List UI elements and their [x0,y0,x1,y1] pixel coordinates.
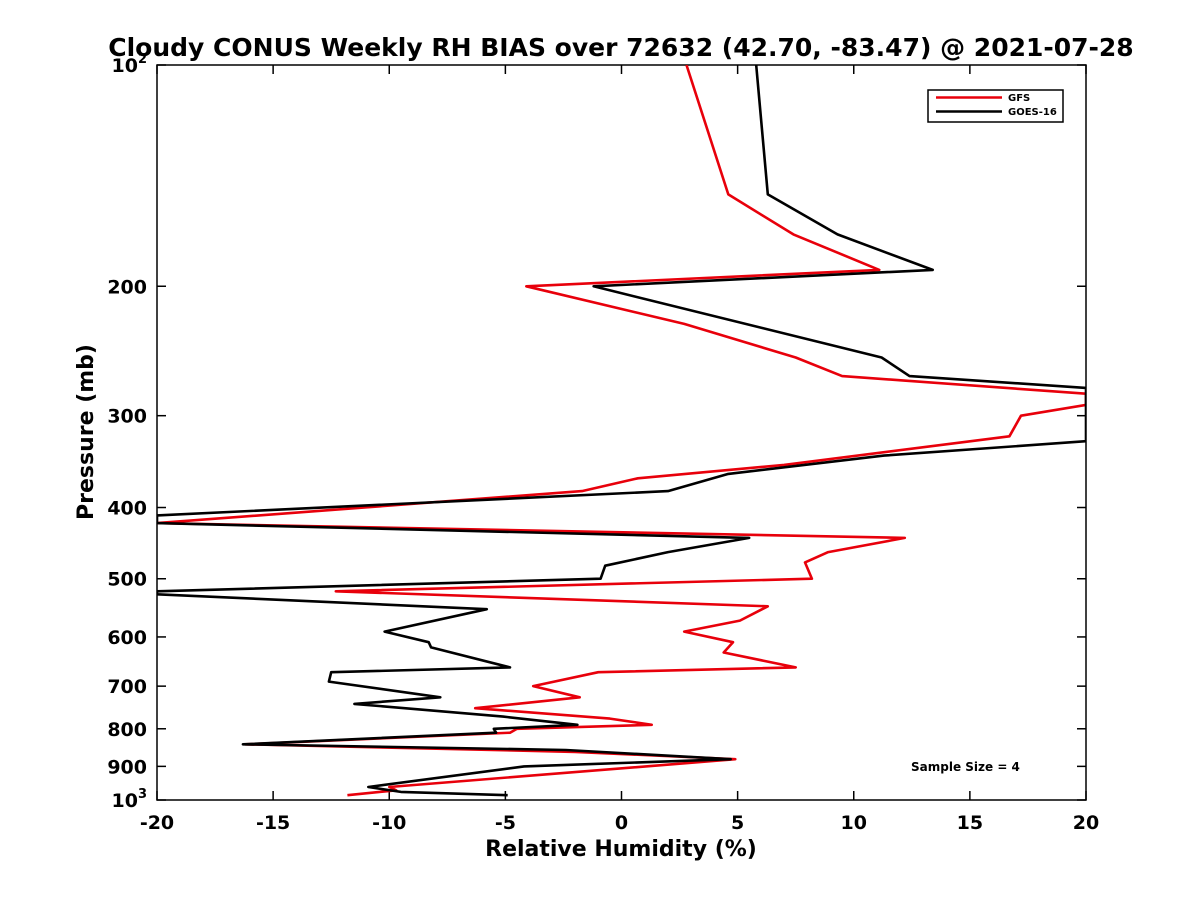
x-tick-label: 5 [731,812,744,834]
series-line-goes16 [157,65,1086,797]
y-tick-label: 102 [112,52,148,77]
y-tick-label: 500 [107,569,147,591]
x-tick-label: -15 [256,812,290,834]
x-tick-label: 0 [615,812,628,834]
x-axis-label: Relative Humidity (%) [485,837,757,862]
y-tick-label: 400 [107,498,147,520]
y-tick-label: 600 [107,627,147,649]
series-line-gfs [157,65,1086,797]
x-tick-label: -5 [495,812,516,834]
legend-box [927,89,1064,123]
legend: GFS GOES-16 [927,89,1064,123]
y-axis: 102 200 300 400 500 600 700 800 900 103 [107,52,1086,812]
y-tick-label: 300 [107,406,147,428]
x-tick-label: 15 [957,812,983,834]
chart-title: Cloudy CONUS Weekly RH BIAS over 72632 (… [108,33,1133,62]
x-tick-label: 20 [1073,812,1099,834]
y-tick-label: 200 [107,276,147,298]
series-layer [157,65,1086,797]
sample-size-annotation: Sample Size = 4 [911,760,1020,774]
legend-label-goes16: GOES-16 [1008,107,1057,118]
legend-label-gfs: GFS [1008,93,1030,104]
x-tick-label: 10 [841,812,867,834]
y-tick-label: 103 [112,787,148,812]
y-tick-label: 900 [107,756,147,778]
y-axis-label: Pressure (mb) [74,344,99,520]
y-tick-label: 800 [107,719,147,741]
x-tick-label: -10 [372,812,406,834]
x-tick-label: -20 [140,812,174,834]
y-tick-label: 700 [107,676,147,698]
x-axis: -20 -15 -10 -5 0 5 10 15 20 [140,65,1099,834]
